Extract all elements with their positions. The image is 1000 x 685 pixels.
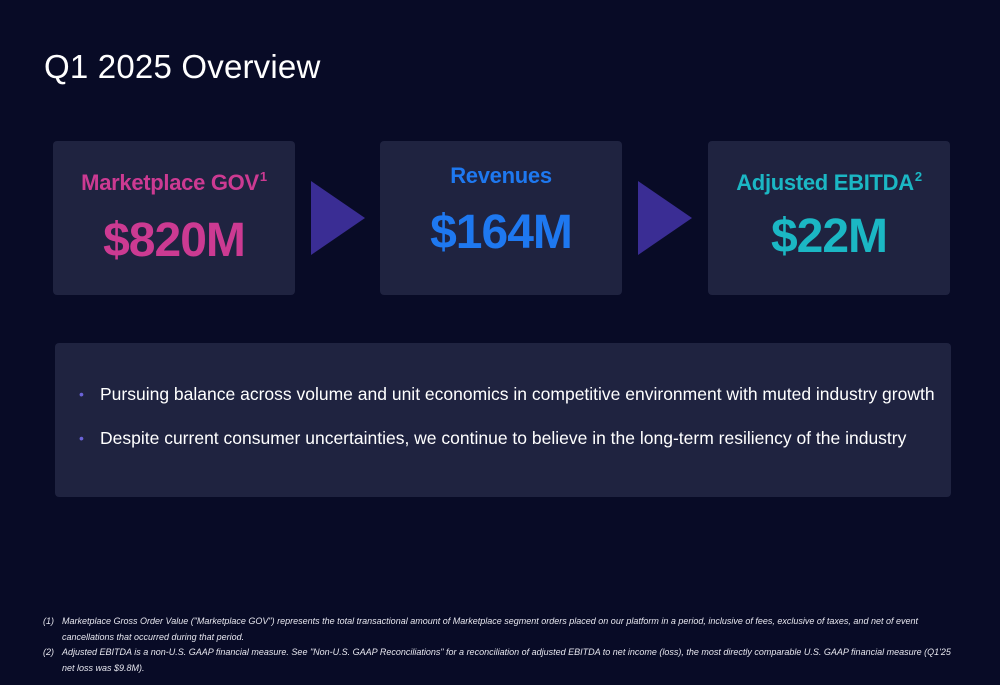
- page-title: Q1 2025 Overview: [44, 48, 321, 85]
- metric-card-revenues: Revenues $164M: [380, 141, 622, 295]
- footnote: (2) Adjusted EBITDA is a non-U.S. GAAP f…: [43, 645, 953, 676]
- footnotes: (1) Marketplace Gross Order Value ("Mark…: [43, 614, 953, 676]
- metric-label: Revenues: [450, 163, 552, 188]
- metric-card-marketplace-gov: Marketplace GOV1 $820M: [53, 141, 295, 295]
- right-triangle-icon: [311, 181, 365, 255]
- footnote-marker: 2: [914, 169, 922, 184]
- bullet-dot-icon: •: [79, 430, 84, 446]
- metric-card-adjusted-ebitda: Adjusted EBITDA2 $22M: [708, 141, 950, 295]
- footnote-number: (2): [43, 647, 54, 657]
- metric-value: $820M: [103, 214, 246, 267]
- footnote: (1) Marketplace Gross Order Value ("Mark…: [43, 614, 953, 645]
- bullet-list: • Pursuing balance across volume and uni…: [55, 343, 951, 497]
- footnote-marker: 1: [259, 169, 267, 184]
- bullet-text: Pursuing balance across volume and unit …: [100, 384, 935, 404]
- footnote-text: Marketplace Gross Order Value ("Marketpl…: [62, 616, 918, 642]
- metric-label: Adjusted EBITDA2: [736, 169, 922, 195]
- metric-label: Marketplace GOV1: [81, 169, 267, 195]
- metric-value: $164M: [430, 206, 573, 259]
- right-triangle-icon: [638, 181, 692, 255]
- bullet-dot-icon: •: [79, 386, 84, 402]
- footnote-number: (1): [43, 616, 54, 626]
- footnote-text: Adjusted EBITDA is a non-U.S. GAAP finan…: [62, 647, 951, 673]
- bullet-text: Despite current consumer uncertainties, …: [100, 428, 907, 448]
- metric-value: $22M: [770, 210, 888, 263]
